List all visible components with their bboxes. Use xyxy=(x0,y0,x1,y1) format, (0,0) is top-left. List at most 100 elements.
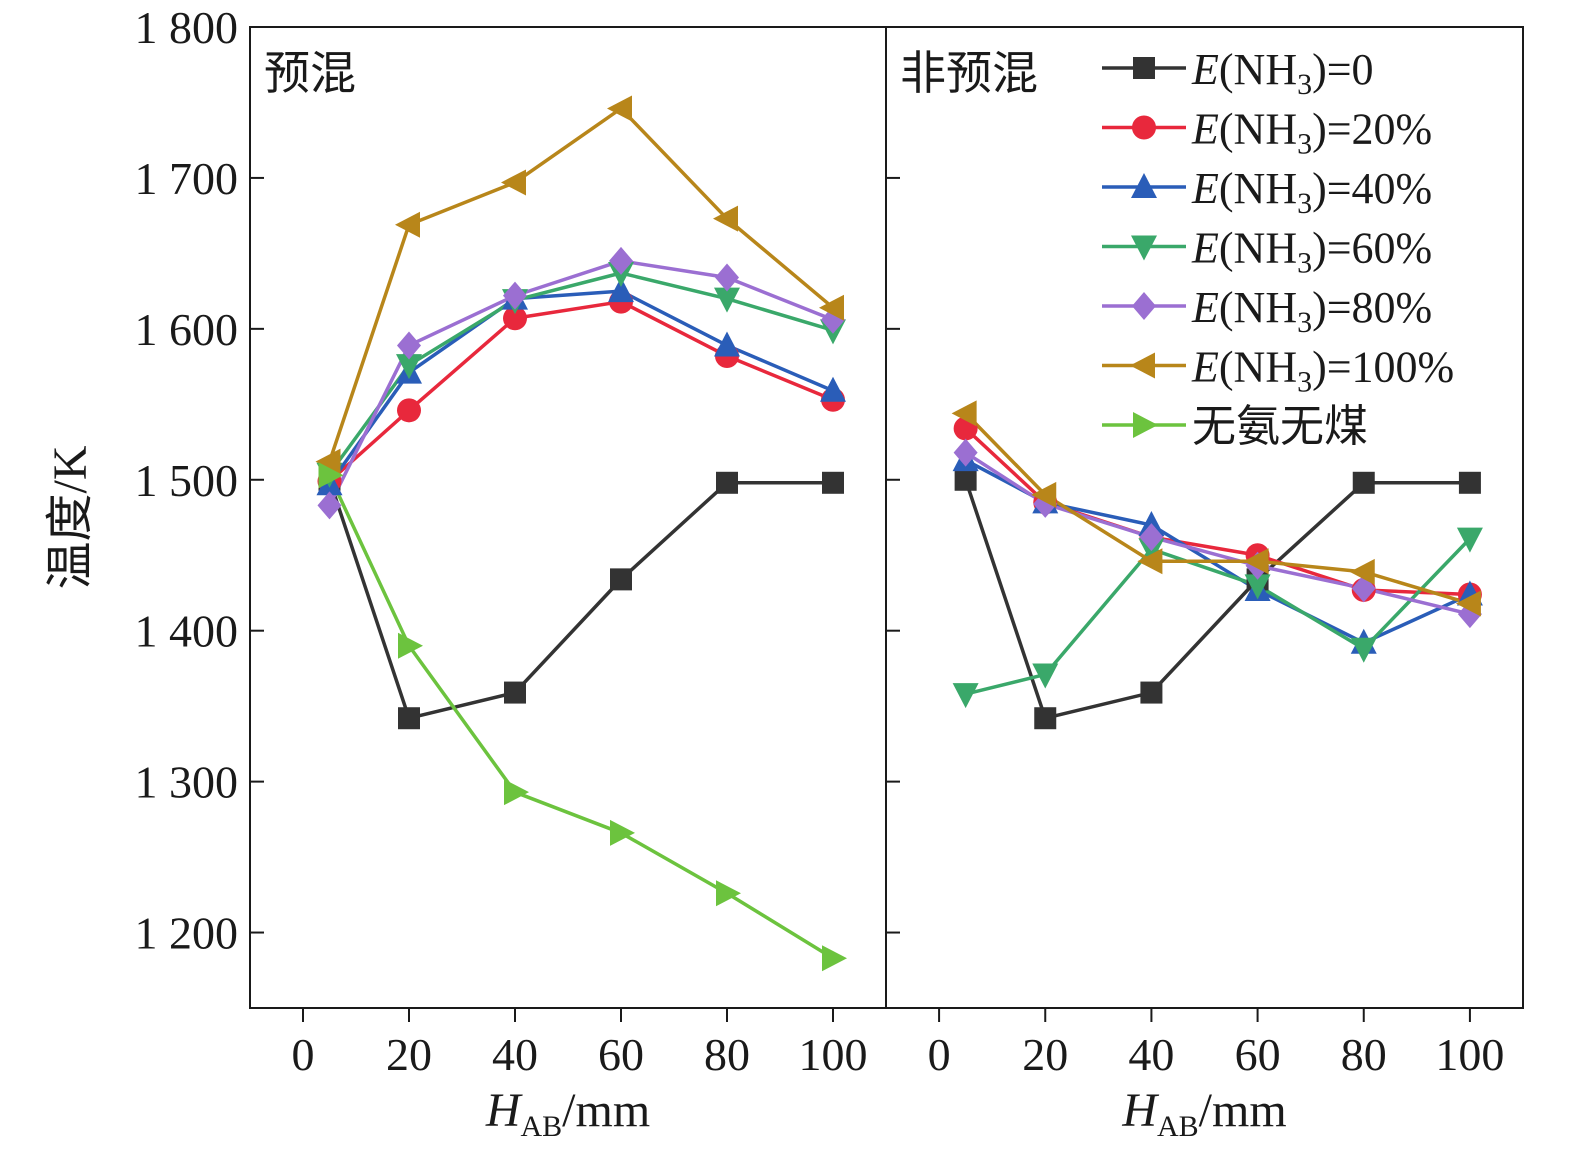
legend-marker-e80 xyxy=(1132,292,1156,320)
x-axis-title-unit: /mm xyxy=(562,1084,650,1137)
series-line-e60 xyxy=(965,537,1472,696)
x-axis-title-subscript: AB xyxy=(520,1110,562,1143)
data-point-e80 xyxy=(503,281,527,310)
legend-label-rest: )=100% xyxy=(1312,343,1454,392)
data-point-e100 xyxy=(315,448,341,475)
legend-label-subscript: 3 xyxy=(1297,187,1312,220)
data-point-none xyxy=(318,462,344,489)
y-tick-label: 1 200 xyxy=(135,908,239,959)
data-point-e0 xyxy=(954,468,977,491)
x-tick-label: 40 xyxy=(492,1029,538,1080)
series-line-none xyxy=(327,474,834,960)
data-point-e80 xyxy=(317,491,342,520)
legend-label-open: (NH xyxy=(1219,45,1297,94)
plot-frame-1 xyxy=(249,26,887,1009)
panel-1-series xyxy=(315,95,847,972)
legend-marker-e100 xyxy=(1130,352,1155,379)
data-point-e20 xyxy=(397,398,421,423)
legend-label-symbol: E xyxy=(1191,283,1219,332)
y-tick-label: 1 500 xyxy=(135,455,239,506)
y-tick-label: 1 400 xyxy=(135,606,239,657)
panel-title-1: 预混 xyxy=(264,46,356,100)
panel-title-2: 非预混 xyxy=(900,46,1038,100)
data-point-e0 xyxy=(1458,471,1481,494)
x-tick-label: 80 xyxy=(1341,1029,1387,1080)
data-point-none xyxy=(822,945,847,972)
legend-label-rest: )=20% xyxy=(1312,105,1432,154)
data-point-none xyxy=(398,632,423,659)
data-point-e0 xyxy=(504,681,526,704)
series-line-e100 xyxy=(964,412,1471,606)
x-tick-label: 20 xyxy=(1022,1029,1068,1080)
legend-label-subscript: 3 xyxy=(1297,68,1312,101)
legend-label-rest: )=0 xyxy=(1312,45,1373,94)
plot-frame-2 xyxy=(885,26,1524,1009)
data-point-e0 xyxy=(716,471,738,494)
data-point-e0 xyxy=(1034,707,1057,730)
legend-label-e60: E(NH3)=60% xyxy=(1191,224,1432,280)
data-point-e40 xyxy=(714,331,740,357)
legend-marker-none xyxy=(1133,412,1158,438)
data-point-e80 xyxy=(715,263,739,292)
legend-label-e0: E(NH3)=0 xyxy=(1191,45,1374,101)
panel-2-series xyxy=(951,400,1483,730)
x-axis-title-symbol: H xyxy=(1121,1084,1159,1137)
data-point-e80 xyxy=(953,438,978,467)
data-point-e60 xyxy=(1244,574,1271,600)
legend-label-open: (NH xyxy=(1219,343,1297,392)
legend-label-e40: E(NH3)=40% xyxy=(1191,164,1432,220)
x-tick-label: 60 xyxy=(598,1029,644,1080)
x-tick-label: 0 xyxy=(292,1029,315,1080)
data-point-e100 xyxy=(1455,590,1481,617)
data-point-e0 xyxy=(610,568,632,591)
data-point-e40 xyxy=(820,376,846,402)
data-point-e60 xyxy=(1032,663,1059,689)
x-tick-label: 60 xyxy=(1235,1029,1281,1080)
series-line-e20 xyxy=(964,427,1470,597)
data-point-e60 xyxy=(1350,637,1377,663)
x-tick-label: 40 xyxy=(1128,1029,1174,1080)
x-tick-label: 100 xyxy=(799,1029,868,1080)
series-line-e60 xyxy=(328,271,834,475)
data-point-e0 xyxy=(398,707,420,730)
data-point-e0 xyxy=(1140,681,1163,704)
series-line-e0 xyxy=(327,479,833,720)
series-line-e20 xyxy=(328,299,834,483)
legend-label-symbol: E xyxy=(1191,45,1219,94)
data-point-e100 xyxy=(1137,548,1163,575)
data-point-e0 xyxy=(822,471,844,494)
legend-label-symbol: E xyxy=(1191,164,1219,213)
legend: E(NH3)=0E(NH3)=20%E(NH3)=40%E(NH3)=60%E(… xyxy=(1102,45,1454,452)
x-axis-title-unit: /mm xyxy=(1199,1084,1287,1137)
data-point-none xyxy=(716,880,741,907)
x-axis-title-symbol: H xyxy=(485,1084,523,1137)
y-tick-label: 1 600 xyxy=(135,304,239,355)
series-line-e0 xyxy=(963,479,1470,720)
legend-label-open: (NH xyxy=(1219,164,1297,213)
data-point-e0 xyxy=(1352,471,1375,494)
legend-label-open: (NH xyxy=(1219,283,1297,332)
data-point-e20 xyxy=(503,306,527,331)
legend-label-e20: E(NH3)=20% xyxy=(1191,105,1432,161)
legend-label-subscript: 3 xyxy=(1297,306,1312,339)
data-point-e100 xyxy=(501,169,526,196)
legend-label-none: 无氨无煤 xyxy=(1192,401,1368,452)
data-point-none xyxy=(504,779,529,806)
legend-label-subscript: 3 xyxy=(1297,247,1312,280)
legend-label-subscript: 3 xyxy=(1297,366,1312,399)
data-point-none xyxy=(610,819,635,846)
legend-label-symbol: E xyxy=(1191,224,1219,273)
data-point-e60 xyxy=(1456,527,1483,553)
x-tick-label: 100 xyxy=(1435,1029,1504,1080)
data-point-e100 xyxy=(1349,558,1375,585)
y-tick-label: 1 300 xyxy=(135,757,239,808)
data-point-e80 xyxy=(609,246,633,275)
data-point-e100 xyxy=(819,294,844,321)
legend-label-open: (NH xyxy=(1219,224,1297,273)
legend-label-e80: E(NH3)=80% xyxy=(1191,283,1432,339)
data-point-e80 xyxy=(397,331,421,360)
x-axis-title-1: HAB/mm xyxy=(485,1084,650,1143)
legend-label-rest: )=60% xyxy=(1312,224,1432,273)
data-point-e60 xyxy=(396,354,422,380)
